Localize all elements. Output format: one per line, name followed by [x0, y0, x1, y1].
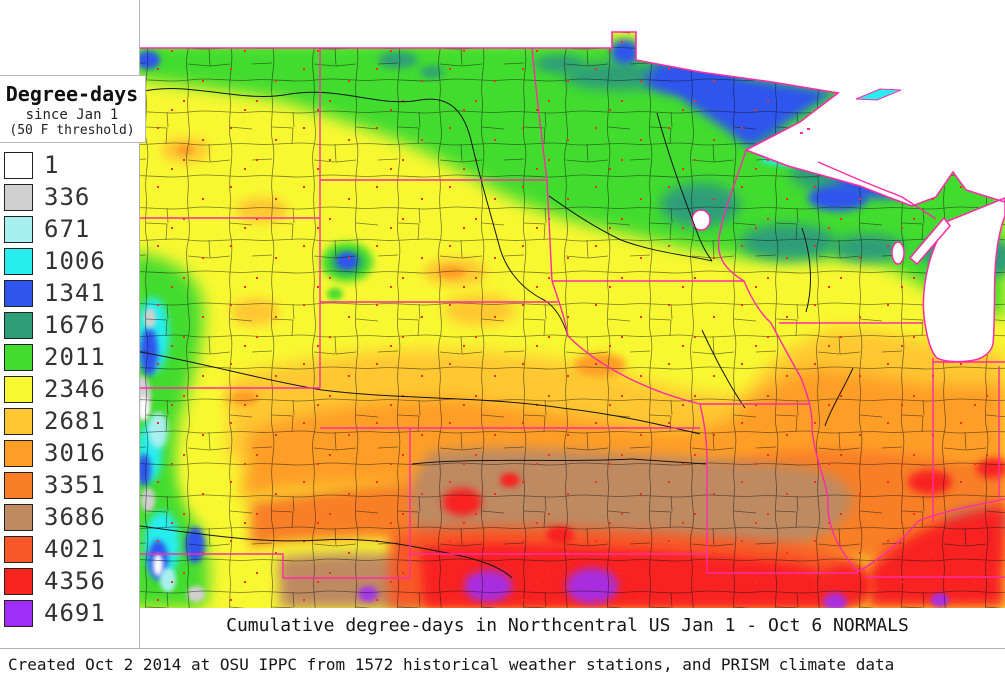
legend-swatch: [4, 248, 33, 275]
legend-value: 4356: [44, 567, 106, 595]
legend-swatch: [4, 440, 33, 467]
legend-value: 1676: [44, 311, 106, 339]
lakes: [691, 197, 1005, 363]
legend-swatch: [4, 344, 33, 371]
legend-value: 1341: [44, 279, 106, 307]
rivers: [139, 88, 854, 579]
legend-value: 4691: [44, 599, 106, 627]
figure-frame-left: [139, 0, 140, 648]
lake-winnebago: [891, 241, 905, 265]
legend-swatch: [4, 216, 33, 243]
canada-border-coastline: [140, 31, 1005, 207]
legend-swatch: [4, 568, 33, 595]
legend-value: 1: [44, 151, 60, 179]
legend-swatch: [4, 408, 33, 435]
minnesota-river: [548, 195, 713, 262]
legend-header: Degree-days since Jan 1 (50 F threshold): [0, 75, 146, 143]
legend-value: 1006: [44, 247, 106, 275]
legend-value: 2011: [44, 343, 106, 371]
apostle-islands: [800, 128, 810, 134]
legend-value: 4021: [44, 535, 106, 563]
legend-swatch: [4, 312, 33, 339]
legend-swatch: [4, 184, 33, 211]
legend-swatch: [4, 152, 33, 179]
legend-swatch: [4, 376, 33, 403]
legend-value: 2681: [44, 407, 106, 435]
kansas-river: [411, 458, 707, 465]
legend-value: 3016: [44, 439, 106, 467]
legend-swatch: [4, 280, 33, 307]
legend-swatch: [4, 600, 33, 627]
state-borders: [140, 47, 1005, 579]
footer-credit: Created Oct 2 2014 at OSU IPPC from 1572…: [8, 655, 895, 674]
legend-value: 336: [44, 183, 91, 211]
map-title: Cumulative degree-days in Northcentral U…: [226, 615, 909, 636]
legend-title: Degree-days: [5, 82, 139, 106]
missouri-river: [139, 88, 569, 337]
legend-value: 3351: [44, 471, 106, 499]
legend-threshold: (50 F threshold): [9, 123, 135, 138]
legend-subtitle: since Jan 1: [25, 107, 119, 123]
platte-river: [139, 351, 701, 435]
legend-value: 671: [44, 215, 91, 243]
legend-swatch: [4, 504, 33, 531]
isle-royale: [855, 88, 902, 101]
arkansas-river: [139, 525, 513, 579]
legend-swatch: [4, 536, 33, 563]
legend-value: 3686: [44, 503, 106, 531]
wisconsin-river: [801, 227, 811, 313]
legend-value: 2346: [44, 375, 106, 403]
des-moines-river: [701, 329, 746, 409]
legend-swatch: [4, 472, 33, 499]
illinois-river: [824, 367, 854, 427]
figure-frame-bottom: [0, 648, 1005, 649]
upper-mississippi-river: [656, 112, 713, 262]
green-bay: [908, 216, 951, 266]
